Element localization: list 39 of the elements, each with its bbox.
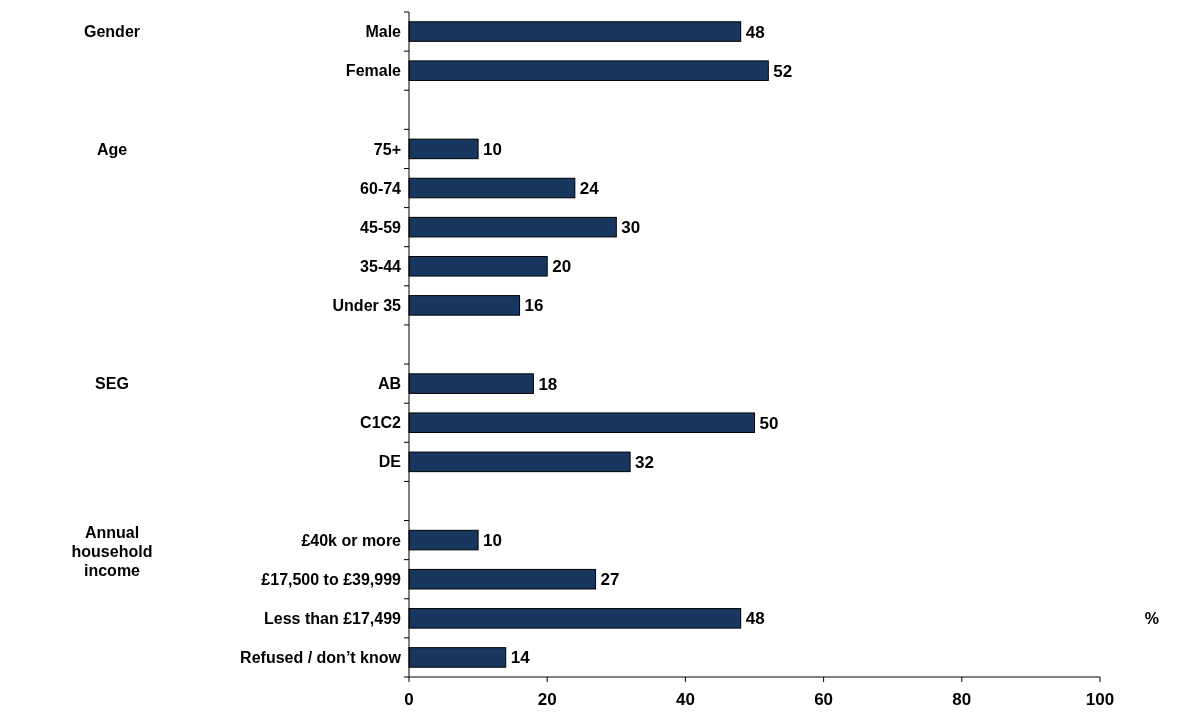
y-tick-label: 60-74 <box>360 179 402 197</box>
text: SEG <box>95 375 129 393</box>
data-label: 30 <box>621 218 641 238</box>
x-tick-label: 20 <box>537 690 557 709</box>
data-label: 16 <box>524 296 544 316</box>
text: Age <box>96 140 128 158</box>
x-axis-title: % <box>1144 609 1159 627</box>
y-tick-label: AB <box>377 375 401 393</box>
y-tick-label: 45-59 <box>360 218 402 236</box>
x-tick-label: 0 <box>404 690 414 709</box>
y-tick-label: Male <box>365 23 402 41</box>
data-label: 10 <box>483 139 503 159</box>
y-tick-label: DE <box>378 453 402 471</box>
y-tick-label: £40k or more <box>301 531 402 549</box>
y-tick-label: 35-44 <box>360 257 402 275</box>
y-tick-label: Female <box>345 62 402 80</box>
text: Gender <box>83 23 141 41</box>
data-label: 52 <box>773 61 793 81</box>
y-tick-label: C1C2 <box>360 414 402 432</box>
x-tick-label: 100 <box>1085 690 1115 709</box>
data-label: 50 <box>759 413 779 433</box>
data-label: 18 <box>538 374 558 394</box>
data-label: 24 <box>579 178 600 198</box>
y-tick-label: 75+ <box>373 140 401 158</box>
data-label: 48 <box>745 609 765 629</box>
data-label: 27 <box>600 570 620 590</box>
y-tick-label: Refused / don’t know <box>240 649 402 667</box>
data-label: 14 <box>510 648 531 668</box>
text: Annual household income <box>71 523 153 579</box>
data-label: 32 <box>635 452 655 472</box>
y-tick-label: £17,500 to £39,999 <box>261 570 402 588</box>
x-tick-label: 60 <box>814 690 834 709</box>
data-label: 10 <box>483 531 503 551</box>
x-tick-label: 80 <box>952 690 972 709</box>
x-tick-label: 40 <box>675 690 695 709</box>
data-label: 20 <box>552 257 572 277</box>
y-tick-label: Under 35 <box>332 296 402 314</box>
y-tick-label: Less than £17,499 <box>264 609 402 627</box>
data-label: 48 <box>745 22 765 42</box>
